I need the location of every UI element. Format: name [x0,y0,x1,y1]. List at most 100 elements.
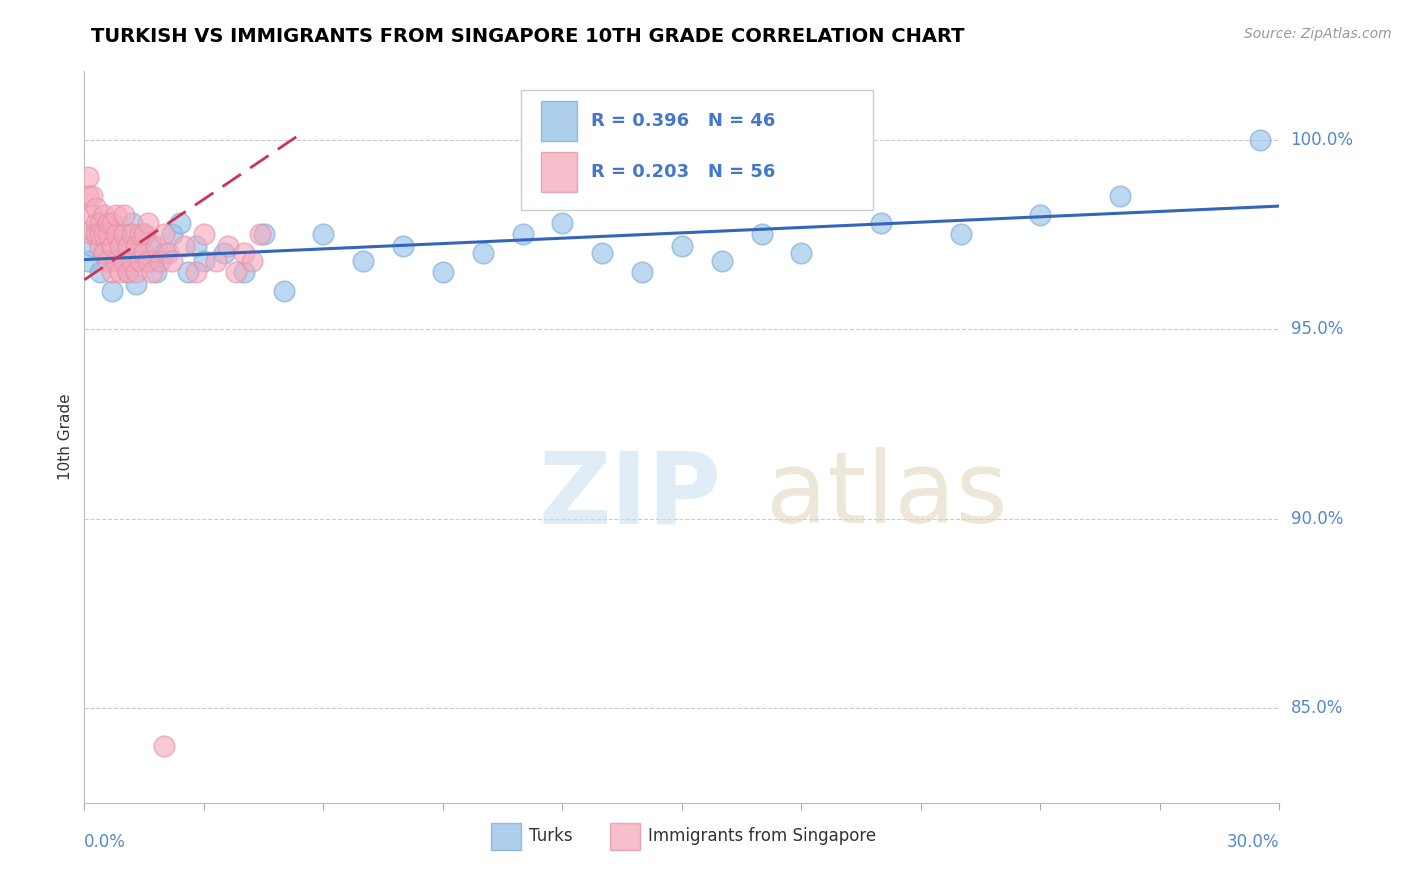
Point [110,238,132,252]
Point [93,246,115,260]
Point [949,227,972,242]
Point [93,227,115,242]
Point [205,253,228,268]
Point [217,238,239,252]
Point [121,216,143,230]
Point [160,227,183,242]
Point [97,227,120,242]
Point [101,284,124,298]
Text: ZIP: ZIP [538,447,721,544]
Point [82,189,104,203]
Point [86,227,108,242]
Text: 85.0%: 85.0% [1291,699,1343,717]
Point [153,246,176,260]
Point [121,227,143,242]
Point [112,208,135,222]
Point [117,265,139,279]
Point [249,227,271,242]
Point [105,253,128,268]
Text: R = 0.203   N = 56: R = 0.203 N = 56 [591,163,776,181]
Point [153,227,176,242]
Text: Turks: Turks [529,828,572,846]
Point [212,246,235,260]
Point [110,253,132,268]
Point [132,227,156,242]
Point [232,265,254,279]
Point [82,227,104,242]
Text: atlas: atlas [766,447,1007,544]
Point [136,253,159,268]
Point [110,265,132,279]
Point [169,216,191,230]
Point [1249,132,1271,146]
Text: R = 0.396   N = 46: R = 0.396 N = 46 [591,112,776,130]
Point [89,265,111,279]
Point [117,238,139,252]
Point [89,238,111,252]
Bar [610,822,640,850]
Point [145,265,167,279]
Point [77,189,100,203]
Y-axis label: 10th Grade: 10th Grade [58,393,73,481]
Point [89,216,111,230]
Point [177,265,200,279]
Point [101,216,124,230]
Bar [541,152,576,192]
Point [145,238,167,252]
Point [86,201,108,215]
Point [117,265,139,279]
Point [125,238,148,252]
Point [101,265,124,279]
Point [193,253,215,268]
Point [1029,208,1052,222]
Point [125,265,148,279]
Point [225,265,247,279]
Point [97,216,120,230]
Point [751,227,773,242]
Point [591,246,613,260]
Point [392,238,415,252]
Point [184,265,207,279]
Text: 30.0%: 30.0% [1227,833,1279,851]
Text: Source: ZipAtlas.com: Source: ZipAtlas.com [1244,27,1392,41]
Point [273,284,295,298]
Point [253,227,276,242]
Point [129,227,152,242]
Point [710,253,733,268]
Text: 95.0%: 95.0% [1291,320,1343,338]
Point [82,208,104,222]
Point [512,227,534,242]
Point [136,253,159,268]
Point [240,253,263,268]
Point [1109,189,1132,203]
Point [870,216,893,230]
Point [790,246,813,260]
Text: 90.0%: 90.0% [1291,509,1343,527]
Point [82,238,104,252]
Text: 0.0%: 0.0% [84,833,127,851]
Point [125,277,148,291]
Point [149,253,172,268]
Point [471,246,494,260]
Point [160,253,183,268]
Point [136,216,159,230]
Point [105,208,128,222]
Point [93,246,115,260]
Point [173,238,195,252]
Point [105,227,128,242]
Bar [541,101,576,141]
Point [232,246,254,260]
Text: TURKISH VS IMMIGRANTS FROM SINGAPORE 10TH GRADE CORRELATION CHART: TURKISH VS IMMIGRANTS FROM SINGAPORE 10T… [91,27,965,45]
Point [86,216,108,230]
Point [112,253,135,268]
Point [141,238,163,252]
Point [184,238,207,252]
Point [432,265,454,279]
Point [93,208,115,222]
Point [129,253,152,268]
Point [97,253,120,268]
FancyBboxPatch shape [520,90,873,211]
Point [631,265,654,279]
Point [153,739,176,753]
Point [121,253,143,268]
